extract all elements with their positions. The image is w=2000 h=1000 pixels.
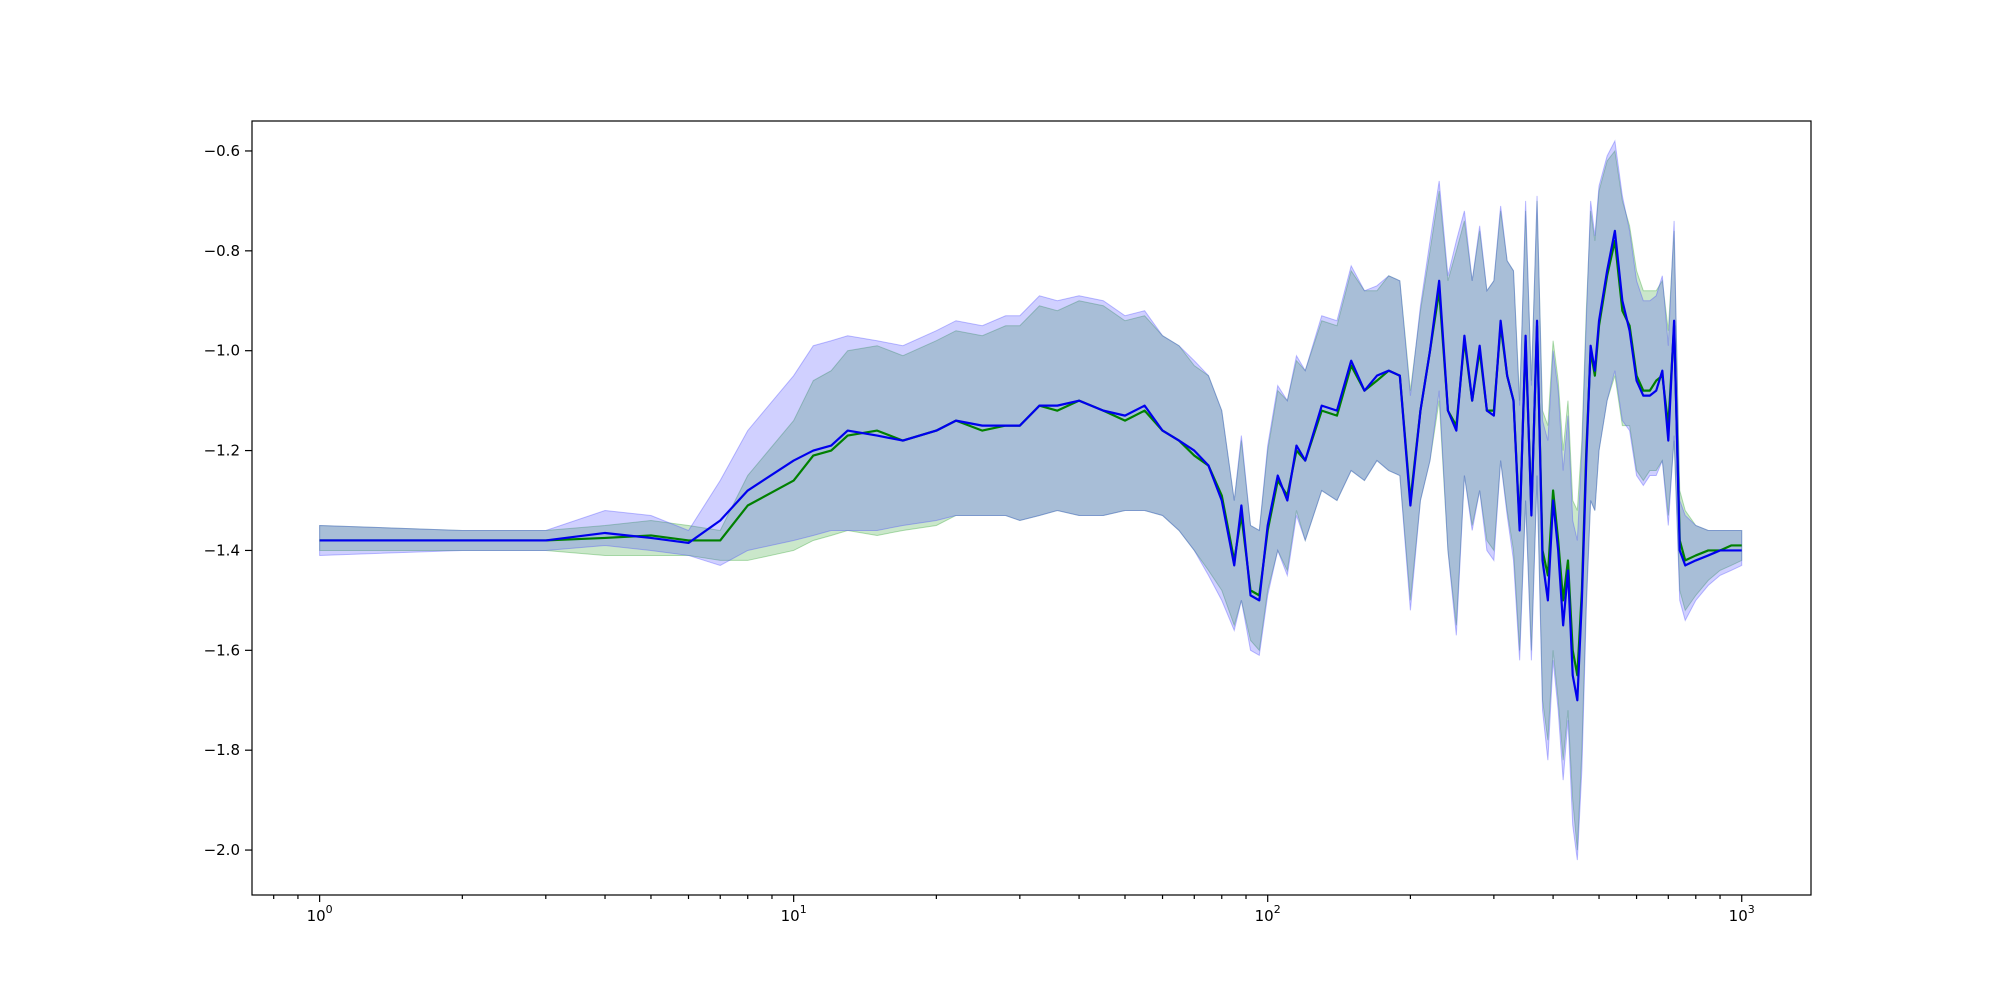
series-lines [319, 229, 1742, 702]
x-tick-label: 102 [1255, 903, 1281, 925]
x-tick-label: 101 [781, 903, 807, 925]
y-tick-label: −1.2 [204, 442, 240, 460]
y-tick-label: −2.0 [204, 841, 240, 859]
x-tick-label: 103 [1729, 903, 1755, 925]
x-axis: 100 101 102 103 [273, 895, 1755, 925]
y-tick-label: −1.6 [204, 641, 240, 659]
y-tick-label: −0.8 [204, 242, 240, 260]
y-tick-label: −1.4 [204, 541, 240, 559]
y-tick-label: −1.0 [204, 342, 240, 360]
confidence-bands [319, 139, 1743, 861]
series-1-band [319, 139, 1743, 861]
x-tick-label: 100 [307, 903, 333, 925]
series-0-band [319, 149, 1743, 851]
series-1-line [319, 229, 1742, 702]
y-axis: −0.6 −0.8 −1.0 −1.2 −1.4 −1.6 −1.8 −2.0 [204, 142, 252, 859]
y-tick-label: −1.8 [204, 741, 240, 759]
y-tick-label: −0.6 [204, 142, 240, 160]
axes-frame [251, 120, 1812, 896]
